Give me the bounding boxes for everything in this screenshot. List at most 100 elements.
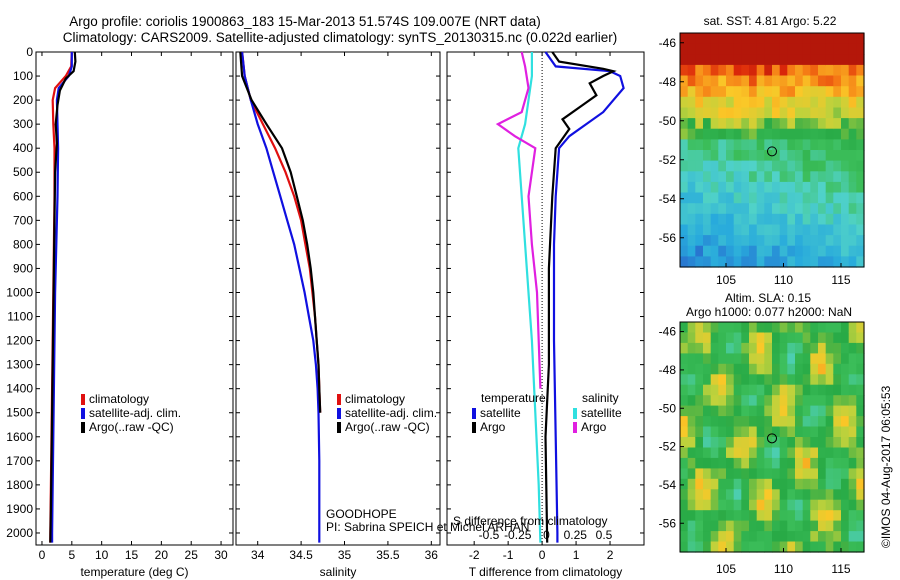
sla-map-cell [695,322,704,334]
differences-xtick-label: 0 [539,548,546,562]
sla-map-cell [841,531,850,543]
sst-map-cell [703,224,712,236]
sla-map-cell [818,541,827,553]
sst-map-cell [810,192,819,204]
sst-map-cell [779,192,788,204]
sla-map-cell [802,531,811,543]
sla-map-cell [787,457,796,469]
sst-map-cell [848,181,857,194]
sst-map-cell [718,256,727,268]
sla-map-cell [848,531,857,543]
sst-map-cell [833,75,842,87]
sst-map-cell [733,213,742,225]
sst-map-cell [856,33,865,45]
sst-map-cell [825,224,834,236]
sst-map-cell [749,64,758,77]
legend-swatch [573,408,577,419]
sst-map-cell [787,64,796,77]
sla-map-cell [680,374,689,386]
sst-map-cell [687,86,696,98]
sla-map-cell [795,489,804,501]
sst-map-cell [841,107,850,119]
sla-map-cell [833,489,842,501]
sst-map-cell [749,160,758,172]
sst-map-cell [710,139,719,151]
sst-map-cell [680,203,689,215]
sla-map-cell [772,363,781,375]
sla-map-cell [703,437,712,449]
sla-map-cell [741,322,750,334]
sst-map-cell [726,245,735,257]
sst-map-cell [756,43,765,55]
sst-map-cell [795,181,804,194]
sla-map-cell [779,489,788,501]
sst-map-cell [825,107,834,119]
sla-map-cell [733,332,742,344]
sla-map-cell [772,342,781,354]
sla-map-cell [795,520,804,532]
sla-map-cell [818,510,827,522]
sla-map-cell [695,363,704,375]
sst-map-cell [703,203,712,215]
sst-map-cell [680,118,689,130]
sst-map-cell [833,224,842,236]
sst-map-cell [810,64,819,77]
sst-map-cell [825,171,834,183]
sla-map-cell [733,363,742,375]
sla-map-cell [726,447,735,459]
sla-map-cell [680,426,689,438]
sst-map-cell [695,75,704,87]
sst-map-cell [741,86,750,98]
sst-map-cell [795,256,804,268]
sst-map-cell [779,181,788,194]
sst-map-cell [703,43,712,55]
sla-map-cell [787,332,796,344]
sla-map-cell [741,426,750,438]
sla-map-cell [703,510,712,522]
sst-map-cell [718,224,727,236]
sst-map-cell [756,96,765,108]
sst-map-cell [810,139,819,151]
sst-map-cell [756,75,765,87]
sla-map-cell [841,342,850,354]
sla-map-cell [772,426,781,438]
sst-map-cell [848,128,857,140]
sst-map-cell [787,203,796,215]
sst-map-cell [795,171,804,183]
sla-map-cell [856,322,865,334]
top-xtick-label: 0.25 [564,528,588,542]
sst-map-cell [787,75,796,87]
sla-map-cell [764,405,773,417]
sst-map-cell [741,171,750,183]
sla-map-cell [779,395,788,407]
sla-map-cell [741,499,750,511]
sst-map-cell [695,224,704,236]
sst-map-cell [848,256,857,268]
sst-map-cell [756,128,765,140]
sst-map-cell [787,160,796,172]
sst-map-cell [749,181,758,194]
sla-map-cell [687,322,696,334]
sst-map-cell [810,43,819,55]
sst-map-cell [703,150,712,162]
sst-map-cell [703,192,712,204]
sst-map-cell [841,245,850,257]
sla-map-cell [825,437,834,449]
sla-map-cell [856,541,865,553]
sla-map-cell [825,363,834,375]
sst-map-cell [841,224,850,236]
sla-map-ytick-label: -48 [659,363,677,377]
temperature-xtick-label: 30 [214,548,228,562]
sst-map-cell [795,224,804,236]
sla-map-subtitle: Argo h1000: 0.077 h2000: NaN [686,305,852,319]
sla-map-cell [856,426,865,438]
sst-map-cell [733,128,742,140]
sla-map-cell [756,510,765,522]
sla-map-cell [802,468,811,480]
sst-map-cell [825,128,834,140]
depth-tick-label: 1000 [6,285,33,299]
sla-map-cell [787,416,796,428]
sst-map-cell [802,139,811,151]
sla-map-cell [749,426,758,438]
sla-map-cell [779,426,788,438]
